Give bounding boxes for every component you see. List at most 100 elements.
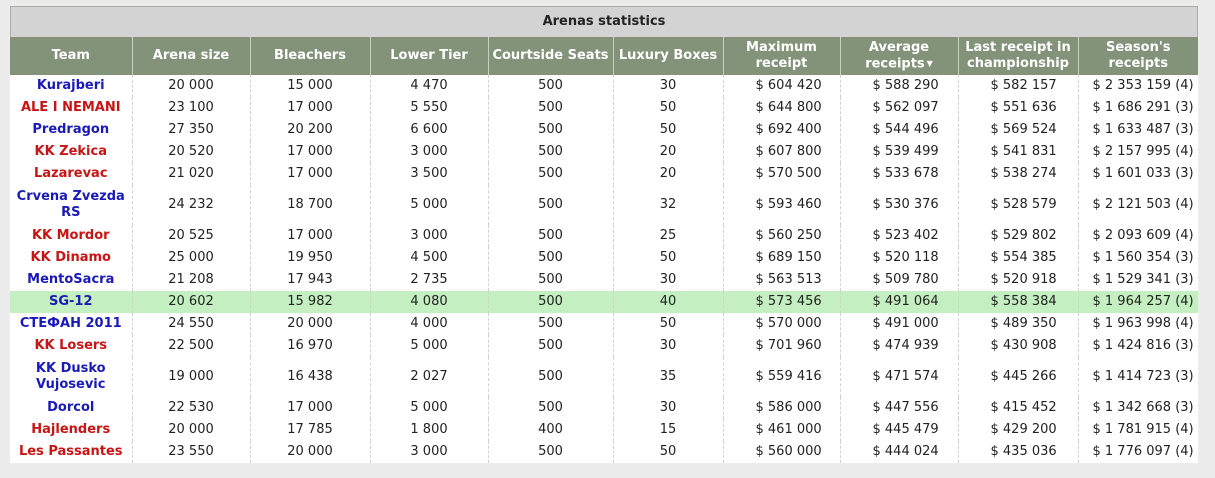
maximum-receipt-cell: $ 593 460 <box>722 185 840 225</box>
bleachers-cell: 20 200 <box>249 119 370 141</box>
team-name[interactable]: Dorcol <box>47 400 95 415</box>
seasons-receipts-cell: $ 1 776 097 (4) <box>1077 441 1198 463</box>
average-receipts-cell: $ 491 000 <box>839 313 958 335</box>
seasons-receipts-cell: $ 1 529 341 (3) <box>1077 269 1198 291</box>
arena-size-cell: 22 530 <box>131 397 250 419</box>
arena-size-cell: 24 550 <box>131 313 250 335</box>
average-receipts-cell: $ 447 556 <box>839 397 958 419</box>
seasons-receipts-cell: $ 1 781 915 (4) <box>1077 419 1198 441</box>
bleachers-cell: 17 000 <box>249 397 370 419</box>
last-receipt-cell: $ 558 384 <box>957 291 1078 313</box>
lower-tier-cell: 3 000 <box>369 225 488 247</box>
courtside-seats-cell: 500 <box>487 397 613 419</box>
lower-tier-cell: 3 000 <box>369 141 488 163</box>
team-name[interactable]: Lazarevac <box>33 166 108 181</box>
column-header-average-receipts[interactable]: Average receipts ▼ <box>839 37 958 75</box>
arena-size-cell: 20 602 <box>131 291 250 313</box>
column-header-arena-size[interactable]: Arena size <box>131 37 250 75</box>
maximum-receipt-cell: $ 570 500 <box>722 163 840 185</box>
last-receipt-cell: $ 435 036 <box>957 441 1078 463</box>
team-name[interactable]: MentoSacra <box>27 272 115 287</box>
luxury-boxes-cell: 35 <box>612 357 723 397</box>
lower-tier-cell: 5 000 <box>369 397 488 419</box>
table-row: KK Zekica 20 520 17 000 3 000 500 20 $ 607 800… <box>10 141 1198 163</box>
average-receipts-cell: $ 491 064 <box>839 291 958 313</box>
table-row: KK Mordor 20 525 17 000 3 000 500 25 $ 560 250… <box>10 225 1198 247</box>
courtside-seats-cell: 500 <box>487 97 613 119</box>
average-receipts-cell: $ 539 499 <box>839 141 958 163</box>
table-row: Dorcol 22 530 17 000 5 000 500 30 $ 586 000 $ 4… <box>10 397 1198 419</box>
average-receipts-cell: $ 509 780 <box>839 269 958 291</box>
table-row: Crvena Zvezda RS 24 232 18 700 5 000 500 32 $ … <box>10 185 1198 225</box>
luxury-boxes-cell: 50 <box>612 119 723 141</box>
table-title: Arenas statistics <box>10 6 1198 37</box>
last-receipt-cell: $ 551 636 <box>957 97 1078 119</box>
last-receipt-cell: $ 538 274 <box>957 163 1078 185</box>
arena-size-cell: 27 350 <box>131 119 250 141</box>
maximum-receipt-cell: $ 692 400 <box>722 119 840 141</box>
team-name[interactable]: KK Zekica <box>34 144 108 159</box>
luxury-boxes-cell: 32 <box>612 185 723 225</box>
luxury-boxes-cell: 20 <box>612 141 723 163</box>
team-name[interactable]: СТЕФАН 2011 <box>19 316 122 331</box>
team-name[interactable]: Crvena Zvezda RS <box>16 189 125 220</box>
team-name[interactable]: KK Mordor <box>31 228 110 243</box>
last-receipt-cell: $ 520 918 <box>957 269 1078 291</box>
lower-tier-cell: 5 550 <box>369 97 488 119</box>
courtside-seats-cell: 500 <box>487 269 613 291</box>
bleachers-cell: 17 000 <box>249 163 370 185</box>
seasons-receipts-cell: $ 1 601 033 (3) <box>1077 163 1198 185</box>
seasons-receipts-cell: $ 1 424 816 (3) <box>1077 335 1198 357</box>
bleachers-cell: 16 438 <box>249 357 370 397</box>
column-header-seasons-receipts[interactable]: Season's receipts <box>1077 37 1198 75</box>
team-name[interactable]: ALE I NEMANI <box>20 100 121 115</box>
arena-size-cell: 19 000 <box>131 357 250 397</box>
column-header-lower-tier[interactable]: Lower Tier <box>369 37 488 75</box>
column-header-maximum-receipt[interactable]: Maximum receipt <box>722 37 840 75</box>
team-name[interactable]: KK Losers <box>34 338 108 353</box>
column-header-courtside-seats[interactable]: Courtside Seats <box>487 37 613 75</box>
courtside-seats-cell: 500 <box>487 247 613 269</box>
team-name[interactable]: KK Dusko Vujosevic <box>35 361 106 392</box>
column-header-luxury-boxes[interactable]: Luxury Boxes <box>612 37 723 75</box>
table-row: MentoSacra 21 208 17 943 2 735 500 30 $ 563 51… <box>10 269 1198 291</box>
lower-tier-cell: 5 000 <box>369 185 488 225</box>
bleachers-cell: 18 700 <box>249 185 370 225</box>
team-name[interactable]: Kurajberi <box>36 78 105 93</box>
team-name[interactable]: Les Passantes <box>18 444 123 459</box>
maximum-receipt-cell: $ 607 800 <box>722 141 840 163</box>
average-receipts-cell: $ 523 402 <box>839 225 958 247</box>
arena-size-cell: 20 000 <box>131 75 250 97</box>
team-name[interactable]: SG-12 <box>10 291 132 313</box>
last-receipt-cell: $ 529 802 <box>957 225 1078 247</box>
column-header-last-receipt[interactable]: Last receipt in championship <box>957 37 1078 75</box>
seasons-receipts-cell: $ 2 121 503 (4) <box>1077 185 1198 225</box>
column-header-bleachers[interactable]: Bleachers <box>249 37 370 75</box>
table-row: KK Dinamo 25 000 19 950 4 500 500 50 $ 689 150… <box>10 247 1198 269</box>
bleachers-cell: 17 000 <box>249 141 370 163</box>
team-name[interactable]: Predragon <box>32 122 110 137</box>
arenas-table: Team Arena size Bleachers Lower Tier Cou… <box>10 37 1198 463</box>
arena-size-cell: 21 020 <box>131 163 250 185</box>
average-receipts-cell: $ 544 496 <box>839 119 958 141</box>
table-row: Kurajberi 20 000 15 000 4 470 500 30 $ 604 420… <box>10 75 1198 97</box>
seasons-receipts-cell: $ 1 560 354 (3) <box>1077 247 1198 269</box>
maximum-receipt-cell: $ 604 420 <box>722 75 840 97</box>
arena-size-cell: 20 525 <box>131 225 250 247</box>
maximum-receipt-cell: $ 563 513 <box>722 269 840 291</box>
seasons-receipts-cell: $ 2 093 609 (4) <box>1077 225 1198 247</box>
lower-tier-cell: 2 027 <box>369 357 488 397</box>
average-receipts-cell: $ 445 479 <box>839 419 958 441</box>
maximum-receipt-cell: $ 461 000 <box>722 419 840 441</box>
courtside-seats-cell: 500 <box>487 185 613 225</box>
team-name[interactable]: KK Dinamo <box>30 250 111 265</box>
table-row: KK Losers 22 500 16 970 5 000 500 30 $ 701 960… <box>10 335 1198 357</box>
luxury-boxes-cell: 50 <box>612 313 723 335</box>
arena-size-cell: 23 100 <box>131 97 250 119</box>
courtside-seats-cell: 500 <box>487 291 613 313</box>
table-row: KK Dusko Vujosevic 19 000 16 438 2 027 500 35… <box>10 357 1198 397</box>
table-row: Hajlenders 20 000 17 785 1 800 400 15 $ 461 00… <box>10 419 1198 441</box>
column-header-team[interactable]: Team <box>10 37 132 75</box>
team-name[interactable]: Hajlenders <box>31 422 111 437</box>
luxury-boxes-cell: 30 <box>612 75 723 97</box>
